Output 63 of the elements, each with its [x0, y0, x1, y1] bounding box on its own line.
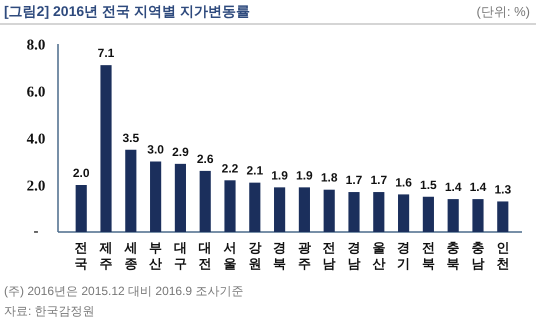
bar: [249, 182, 260, 232]
data-label: 2.6: [196, 152, 214, 166]
bar: [298, 187, 310, 232]
bar: [324, 190, 335, 232]
x-tick-label: 부산: [149, 240, 162, 271]
x-tick-label: 경기: [397, 240, 410, 271]
x-tick-label: 강원: [248, 240, 262, 271]
bar: [472, 199, 484, 232]
data-label: 2.2: [222, 161, 239, 176]
data-label: 1.7: [370, 173, 388, 188]
bar: [422, 196, 434, 232]
data-label: 1.4: [470, 180, 487, 194]
bar: [373, 192, 384, 232]
x-tick-label: 경북: [273, 240, 286, 271]
data-label: 2.0: [72, 166, 90, 180]
x-tick-label: 경남: [347, 240, 360, 271]
y-tick-label: 6.0: [26, 84, 46, 100]
bar: [150, 162, 162, 232]
x-tick-label: 대전: [198, 240, 212, 271]
x-tick-label: 광주: [298, 240, 311, 271]
bar: [224, 180, 236, 232]
data-label: 1.9: [296, 168, 314, 182]
chart-title: [그림2] 2016년 전국 지역별 지가변동률: [4, 3, 250, 19]
x-tick-label: 충남: [471, 240, 484, 271]
bar: [348, 192, 360, 232]
y-tick-label: 8.0: [26, 37, 46, 54]
y-tick-label: 2.0: [26, 178, 46, 194]
data-label: 2.1: [246, 164, 264, 178]
bar: [125, 150, 136, 232]
chart-subtitle: (단위: %): [476, 4, 530, 19]
data-label: 1.3: [494, 182, 512, 196]
x-tick-label: 제주: [98, 240, 113, 271]
text: 자료: 한국감정원: [4, 304, 95, 318]
data-label: 1.6: [395, 175, 412, 190]
text: (주) 2016년은 2015.12 대비 2016.9 조사기준: [4, 284, 244, 298]
bar: [448, 199, 459, 232]
bar: [398, 194, 410, 232]
x-tick-label: 대구: [174, 240, 187, 271]
x-tick-label: 인천: [496, 240, 510, 271]
data-label: 2.9: [172, 144, 190, 159]
data-label: 7.1: [98, 46, 115, 60]
x-tick-label: 세종: [123, 240, 138, 271]
bar: [497, 201, 508, 232]
x-tick-label: 전남: [322, 240, 336, 271]
x-tick-label: 서울: [224, 240, 237, 271]
x-tick-label: 울산: [372, 240, 386, 271]
data-label: 1.4: [444, 180, 462, 194]
data-label: 1.7: [346, 173, 363, 188]
y-tick-label: -: [34, 223, 38, 240]
x-tick-label: 충북: [446, 240, 460, 271]
bar: [100, 65, 112, 232]
bar: [174, 164, 186, 232]
bar: [76, 185, 87, 232]
data-label: 3.0: [147, 142, 164, 156]
data-label: 3.5: [122, 130, 140, 145]
x-tick-label: 전국: [74, 240, 88, 271]
bar: [274, 187, 286, 232]
data-label: 1.8: [320, 170, 338, 185]
data-label: 1.5: [420, 178, 438, 192]
bar: [200, 170, 211, 232]
data-label: 1.9: [271, 168, 288, 182]
x-tick-label: 전북: [422, 240, 435, 271]
y-tick-label: 4.0: [26, 131, 46, 148]
